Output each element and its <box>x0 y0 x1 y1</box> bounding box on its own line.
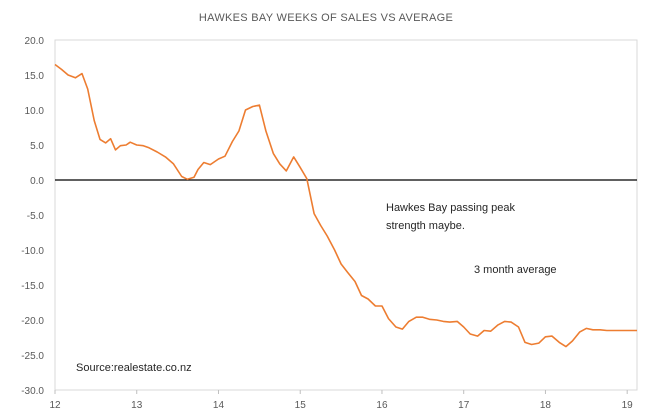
y-tick-label: -20.0 <box>21 316 44 327</box>
y-tick-label: 10.0 <box>25 106 45 117</box>
y-tick-label: -30.0 <box>21 386 44 397</box>
annotation-peak-line-1: Hawkes Bay passing peak <box>386 202 516 214</box>
x-tick-label: 15 <box>295 400 307 411</box>
x-axis-tick-marks <box>54 390 628 394</box>
y-tick-label: -5.0 <box>27 211 45 222</box>
x-tick-label: 13 <box>131 400 143 411</box>
chart-title: HAWKES BAY WEEKS OF SALES VS AVERAGE <box>199 12 453 24</box>
annotation-source: Source:realestate.co.nz <box>76 362 192 374</box>
x-tick-label: 18 <box>540 400 552 411</box>
y-tick-label: -10.0 <box>21 246 44 257</box>
x-axis-tick-labels: 12 13 14 15 16 17 18 19 <box>49 400 633 411</box>
plot-area-frame <box>54 39 638 391</box>
y-tick-label: -15.0 <box>21 281 44 292</box>
y-tick-label: 20.0 <box>25 36 45 47</box>
y-axis-tick-labels: 20.0 15.0 10.0 5.0 0.0 -5.0 -10.0 -15.0 -20.0 -25… <box>21 36 44 397</box>
series-line-3-month-average <box>54 63 637 348</box>
annotation-peak-line-2: strength maybe. <box>386 220 465 232</box>
y-tick-label: 5.0 <box>30 141 44 152</box>
x-tick-label: 19 <box>622 400 634 411</box>
annotation-series-name: 3 month average <box>474 264 557 276</box>
x-tick-label: 12 <box>49 400 61 411</box>
x-tick-label: 17 <box>458 400 470 411</box>
y-tick-label: -25.0 <box>21 351 44 362</box>
x-tick-label: 16 <box>376 400 388 411</box>
x-tick-label: 14 <box>213 400 225 411</box>
y-tick-label: 15.0 <box>25 71 45 82</box>
y-tick-label: 0.0 <box>30 176 44 187</box>
